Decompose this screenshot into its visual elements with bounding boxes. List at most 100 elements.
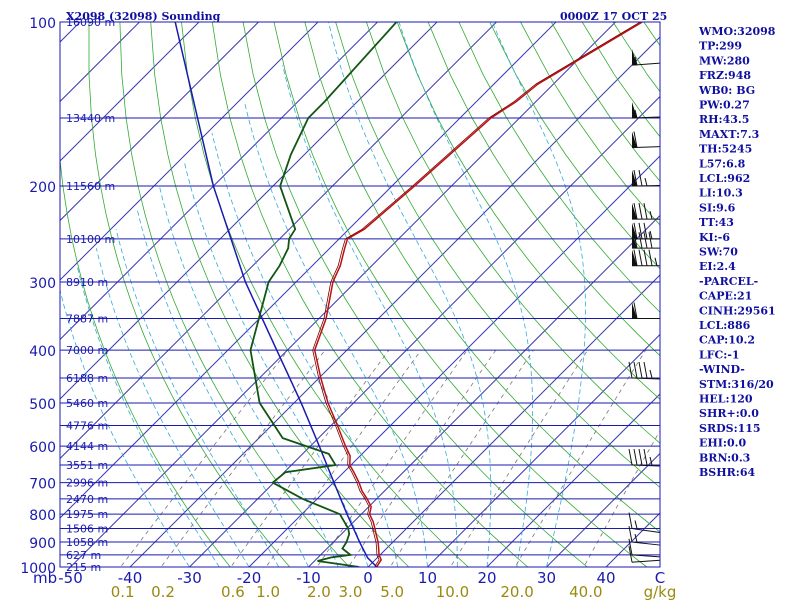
- wind-barb: [632, 203, 660, 220]
- temperature-tick-label: -10: [296, 569, 321, 587]
- pressure-tick-label: 300: [29, 276, 56, 292]
- index-value: RH:43.5: [699, 113, 749, 126]
- wind-barb: [632, 222, 660, 240]
- index-value: LI:10.3: [699, 187, 743, 200]
- mixing-ratio-line: [389, 349, 534, 567]
- index-value: KI:-6: [699, 231, 730, 244]
- temperature-tick-label: 0: [363, 569, 373, 587]
- wind-barb: [628, 538, 661, 558]
- index-value: LFC:-1: [699, 348, 740, 361]
- dry-adiabat: [458, 22, 660, 313]
- pressure-tick-label: 600: [29, 440, 56, 456]
- height-label: 1975 m: [66, 508, 108, 521]
- height-label: 5460 m: [66, 397, 108, 410]
- isotherm-line: [426, 333, 660, 567]
- height-label: 8910 m: [66, 276, 108, 289]
- parcel-trace: [174, 22, 378, 567]
- moist-adiabat: [244, 101, 428, 567]
- dry-adiabat: [489, 22, 660, 270]
- mixing-ratio-label: 40.0: [569, 583, 602, 600]
- wind-barb: [631, 49, 661, 66]
- height-label: 6188 m: [66, 372, 108, 385]
- temperature-tick-label: 20: [477, 569, 496, 587]
- wind-barb: [628, 361, 661, 380]
- mixing-ratio-label: 3.0: [339, 583, 363, 600]
- mixing-ratio-label: 0.6: [221, 583, 245, 600]
- isotherm-line: [69, 22, 617, 567]
- index-value: LCL:886: [699, 319, 751, 332]
- index-value: CAPE:21: [699, 290, 752, 303]
- isotherm-line: [60, 22, 260, 222]
- index-value: TT:43: [699, 216, 734, 229]
- moist-adiabat: [183, 161, 369, 567]
- index-value: EHI:0.0: [699, 437, 746, 450]
- moist-adiabat: [95, 248, 250, 567]
- wind-barb: [631, 101, 661, 119]
- height-label: 2470 m: [66, 493, 108, 506]
- wind-barb: [628, 448, 661, 467]
- index-value: TP:299: [699, 40, 742, 53]
- temperature-tick-label: -30: [177, 569, 202, 587]
- index-value: STM:316/20: [699, 378, 774, 391]
- mixing-ratio-line: [316, 349, 468, 567]
- isotherm-line: [60, 22, 319, 281]
- dry-adiabat: [335, 22, 660, 488]
- index-value: TH:5245: [699, 143, 752, 156]
- dry-adiabat: [88, 22, 291, 567]
- index-value: SHR+:0.0: [699, 407, 759, 420]
- index-value: CAP:10.2: [699, 334, 755, 347]
- index-value: MAXT:7.3: [699, 128, 759, 141]
- index-value: SI:9.6: [699, 201, 736, 214]
- isotherm-line: [307, 214, 660, 567]
- index-value: SW:70: [699, 246, 738, 259]
- temperature-trace: [313, 22, 643, 567]
- mixing-ratio-label: 20.0: [500, 583, 533, 600]
- temperature-trace-shadow: [312, 22, 641, 567]
- mixing-ratio-label: 1.0: [256, 583, 280, 600]
- index-value: L57:6.8: [699, 157, 746, 170]
- background-grid: [60, 22, 660, 567]
- pressure-tick-label: 700: [29, 477, 56, 493]
- height-label: 2996 m: [66, 477, 108, 490]
- isotherm-line: [545, 452, 660, 567]
- height-label: 215 m: [66, 561, 101, 574]
- index-value: MW:280: [699, 54, 750, 67]
- pressure-tick-label: 200: [29, 180, 56, 196]
- dry-adiabat: [211, 22, 529, 567]
- mixing-ratio-line: [160, 349, 326, 567]
- isotherm-line: [367, 274, 660, 567]
- isotherm-line: [129, 36, 660, 567]
- mixing-ratio-label: 0.2: [151, 583, 175, 600]
- temperature-tick-label: 10: [418, 569, 437, 587]
- dry-adiabat: [304, 22, 660, 533]
- pressure-tick-label: 100: [29, 16, 56, 32]
- dry-adiabat: [150, 22, 410, 567]
- isotherm-line: [248, 155, 660, 567]
- wind-barb: [632, 302, 660, 320]
- height-label: 13440 m: [66, 112, 115, 125]
- isotherm-line: [188, 95, 660, 567]
- temperature-tick-label: 30: [537, 569, 556, 587]
- height-label: 1058 m: [66, 536, 108, 549]
- mixing-ratio-line: [120, 349, 289, 567]
- temperature-tick-label: -50: [58, 569, 83, 587]
- moist-adiabat: [60, 288, 190, 567]
- index-value: -PARCEL-: [699, 275, 758, 288]
- index-value: EI:2.4: [699, 260, 736, 273]
- profiles: [174, 22, 643, 567]
- mixing-ratio-label: 10.0: [436, 583, 469, 600]
- dry-adiabat: [396, 22, 660, 400]
- dry-adiabat: [60, 156, 231, 567]
- index-value: BSHR:64: [699, 466, 755, 479]
- wind-barb: [628, 546, 661, 563]
- mixing-ratio-label: 0.1: [111, 583, 135, 600]
- pressure-tick-label: 400: [29, 344, 56, 360]
- wind-barb: [628, 512, 661, 534]
- index-value: -WIND-: [699, 363, 745, 376]
- height-label: 7000 m: [66, 344, 108, 357]
- height-label: 10100 m: [66, 233, 115, 246]
- dry-adiabat: [242, 22, 588, 567]
